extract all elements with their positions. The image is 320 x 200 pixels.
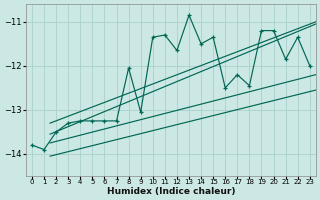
X-axis label: Humidex (Indice chaleur): Humidex (Indice chaleur)	[107, 187, 235, 196]
